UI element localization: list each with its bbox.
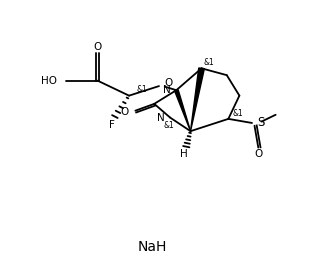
Text: NaH: NaH xyxy=(138,240,167,254)
Text: HO: HO xyxy=(41,76,57,86)
Text: O: O xyxy=(120,107,128,117)
Text: H: H xyxy=(180,149,188,160)
Text: O: O xyxy=(255,148,263,159)
Text: &1: &1 xyxy=(203,58,214,67)
Text: &1: &1 xyxy=(163,121,174,130)
Text: S: S xyxy=(258,116,265,129)
Text: &1: &1 xyxy=(137,85,148,94)
Polygon shape xyxy=(175,90,190,131)
Polygon shape xyxy=(190,68,204,131)
Text: O: O xyxy=(165,78,173,88)
Text: N: N xyxy=(163,85,171,95)
Text: O: O xyxy=(93,42,102,52)
Text: F: F xyxy=(109,120,115,130)
Text: N: N xyxy=(156,113,164,123)
Text: &1: &1 xyxy=(232,110,243,118)
